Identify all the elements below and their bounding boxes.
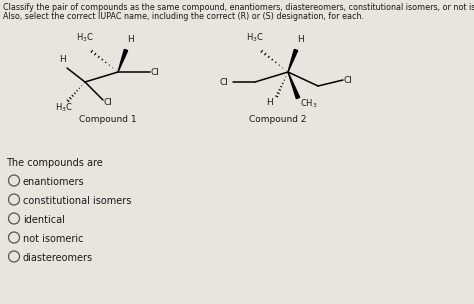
- Text: $\mathregular{H_3C}$: $\mathregular{H_3C}$: [76, 32, 94, 44]
- Text: Classify the pair of compounds as the same compound, enantiomers, diastereomers,: Classify the pair of compounds as the sa…: [3, 3, 474, 12]
- Text: Compound 2: Compound 2: [249, 115, 307, 124]
- Text: Cl: Cl: [220, 78, 229, 87]
- Text: $\mathregular{CH_3}$: $\mathregular{CH_3}$: [300, 98, 318, 110]
- Text: H: H: [127, 35, 134, 44]
- Text: identical: identical: [23, 215, 65, 225]
- Text: $\mathregular{H_3C}$: $\mathregular{H_3C}$: [246, 32, 264, 44]
- Text: H: H: [297, 35, 304, 44]
- Text: enantiomers: enantiomers: [23, 177, 85, 187]
- Text: constitutional isomers: constitutional isomers: [23, 196, 131, 206]
- Text: $\mathregular{H_3C}$: $\mathregular{H_3C}$: [55, 102, 73, 115]
- Text: Compound 1: Compound 1: [79, 115, 137, 124]
- Text: H: H: [59, 55, 66, 64]
- Polygon shape: [288, 72, 300, 98]
- Text: The compounds are: The compounds are: [6, 158, 103, 168]
- Polygon shape: [118, 50, 128, 72]
- Text: Cl: Cl: [151, 68, 160, 77]
- Text: diastereomers: diastereomers: [23, 253, 93, 263]
- Text: not isomeric: not isomeric: [23, 234, 83, 244]
- Text: H: H: [266, 98, 273, 107]
- Text: Cl: Cl: [344, 76, 353, 85]
- Text: Also, select the correct IUPAC name, including the correct (R) or (S) designatio: Also, select the correct IUPAC name, inc…: [3, 12, 364, 21]
- Polygon shape: [288, 50, 298, 72]
- Text: Cl: Cl: [104, 98, 113, 107]
